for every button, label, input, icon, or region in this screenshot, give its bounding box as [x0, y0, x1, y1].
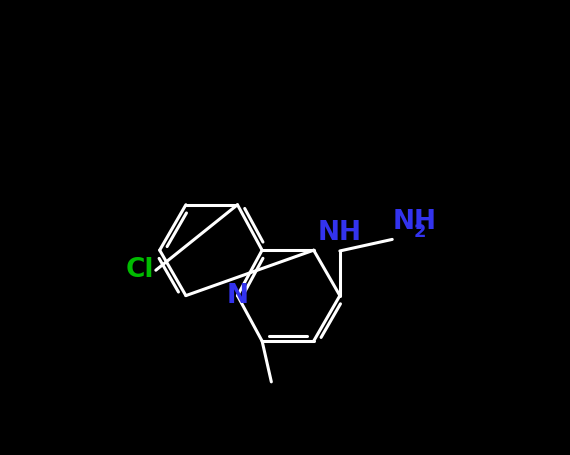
- Text: N: N: [226, 283, 249, 308]
- Text: 2: 2: [414, 223, 426, 241]
- Text: NH: NH: [392, 209, 436, 235]
- Text: NH: NH: [318, 220, 362, 246]
- Text: Cl: Cl: [126, 257, 154, 283]
